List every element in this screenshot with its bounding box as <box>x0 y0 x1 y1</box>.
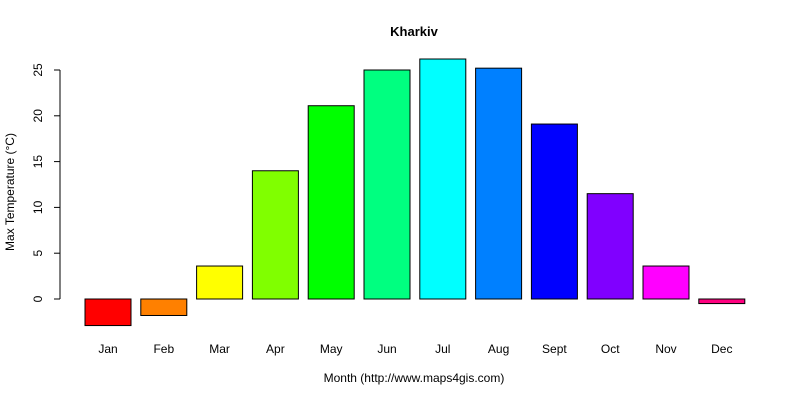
y-tick-label: 20 <box>31 109 45 123</box>
bars-group <box>84 58 746 327</box>
x-tick-label-nov: Nov <box>655 342 676 356</box>
x-tick-label-mar: Mar <box>209 342 230 356</box>
y-axis: 0 5 10 15 20 25 <box>31 63 61 302</box>
y-tick-label: 25 <box>31 63 45 77</box>
bar-oct <box>586 193 634 300</box>
x-tick-label-may: May <box>320 342 343 356</box>
y-axis-label: Max Temperature (°C) <box>3 133 17 251</box>
x-tick-labels: Jan Feb Mar Apr May Jun Jul Aug Sept Oct Nov Dec <box>98 342 732 356</box>
x-tick-label-oct: Oct <box>601 342 620 356</box>
x-tick-label-aug: Aug <box>488 342 509 356</box>
x-tick-label-feb: Feb <box>153 342 174 356</box>
chart-title: Kharkiv <box>390 24 438 39</box>
bar-dec <box>698 298 746 305</box>
x-tick-label-apr: Apr <box>266 342 285 356</box>
bar-apr <box>251 170 299 300</box>
bar-nov <box>642 265 690 300</box>
x-axis-label: Month (http://www.maps4gis.com) <box>324 371 505 385</box>
x-tick-label-dec: Dec <box>711 342 732 356</box>
bar-jan <box>84 298 132 327</box>
bar-sept <box>530 123 578 300</box>
bar-may <box>307 105 355 300</box>
y-tick-label: 5 <box>31 250 45 257</box>
bar-mar <box>196 265 244 300</box>
x-tick-label-sept: Sept <box>542 342 567 356</box>
x-tick-label-jun: Jun <box>377 342 396 356</box>
bar-aug <box>475 67 523 300</box>
x-tick-label-jan: Jan <box>98 342 117 356</box>
x-tick-label-jul: Jul <box>435 342 450 356</box>
bar-feb <box>140 298 188 316</box>
bar-jun <box>363 69 411 300</box>
y-tick-label: 15 <box>31 155 45 169</box>
y-tick-label: 10 <box>31 200 45 214</box>
y-tick-label: 0 <box>31 295 45 302</box>
bar-jul <box>419 58 467 300</box>
